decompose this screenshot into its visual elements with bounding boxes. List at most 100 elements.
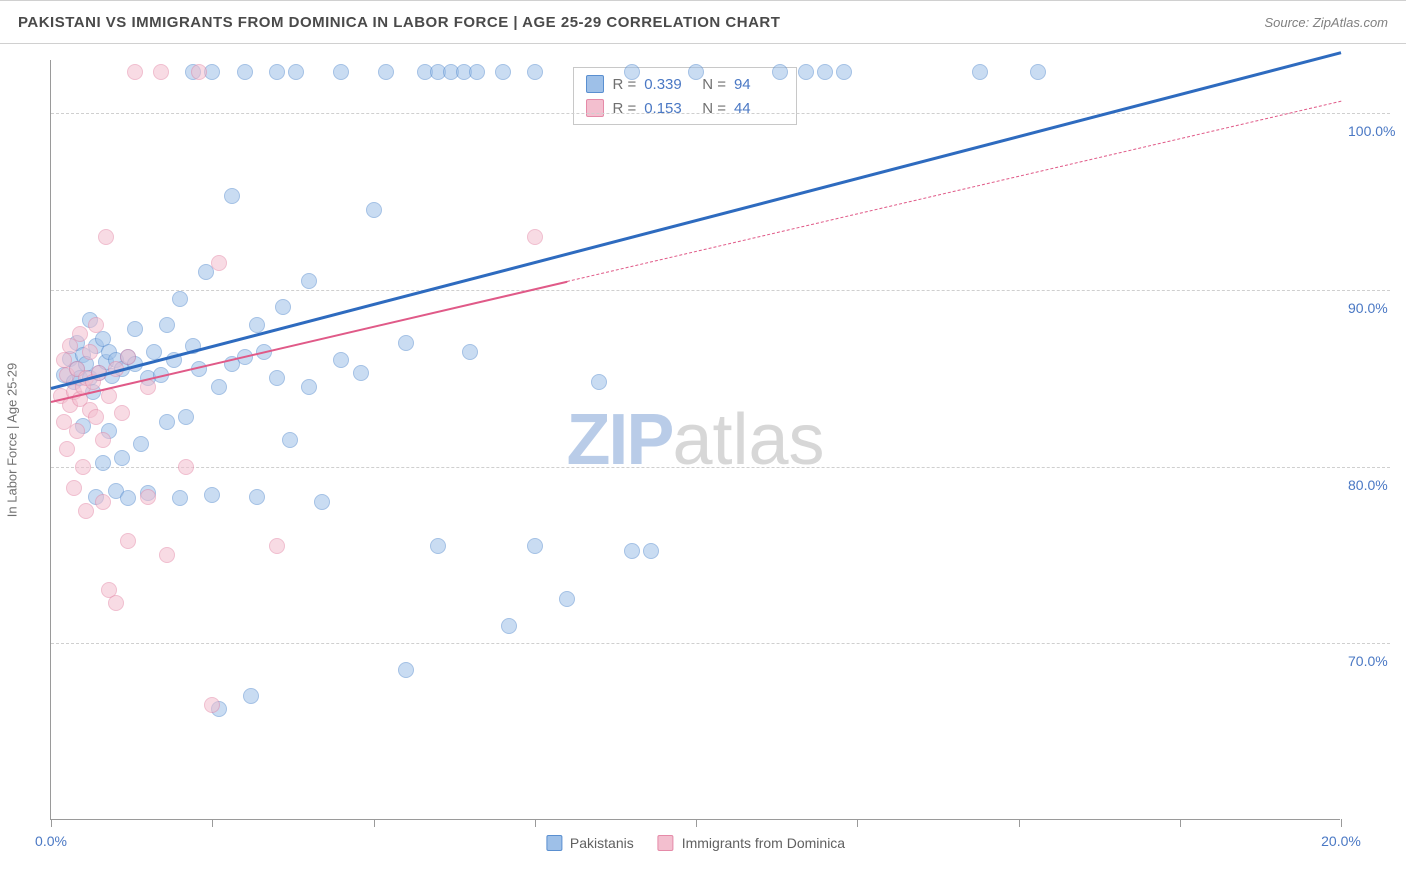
x-tick bbox=[374, 819, 375, 827]
scatter-point-pakistanis bbox=[972, 64, 988, 80]
x-tick-label: 0.0% bbox=[35, 833, 67, 849]
scatter-point-dominica bbox=[66, 480, 82, 496]
scatter-point-pakistanis bbox=[817, 64, 833, 80]
scatter-point-dominica bbox=[178, 459, 194, 475]
scatter-point-pakistanis bbox=[243, 688, 259, 704]
scatter-point-dominica bbox=[69, 423, 85, 439]
scatter-point-dominica bbox=[108, 595, 124, 611]
scatter-point-pakistanis bbox=[249, 489, 265, 505]
gridline bbox=[51, 643, 1390, 644]
scatter-point-pakistanis bbox=[282, 432, 298, 448]
scatter-point-pakistanis bbox=[591, 374, 607, 390]
scatter-point-pakistanis bbox=[159, 317, 175, 333]
scatter-point-pakistanis bbox=[527, 538, 543, 554]
scatter-point-pakistanis bbox=[688, 64, 704, 80]
scatter-point-pakistanis bbox=[501, 618, 517, 634]
gridline bbox=[51, 113, 1390, 114]
x-tick bbox=[1180, 819, 1181, 827]
scatter-point-pakistanis bbox=[172, 291, 188, 307]
scatter-point-dominica bbox=[75, 459, 91, 475]
scatter-point-pakistanis bbox=[269, 64, 285, 80]
scatter-point-pakistanis bbox=[624, 64, 640, 80]
scatter-point-pakistanis bbox=[378, 64, 394, 80]
scatter-point-pakistanis bbox=[178, 409, 194, 425]
scatter-point-dominica bbox=[120, 349, 136, 365]
scatter-point-pakistanis bbox=[527, 64, 543, 80]
scatter-point-pakistanis bbox=[275, 299, 291, 315]
scatter-point-dominica bbox=[127, 64, 143, 80]
scatter-point-pakistanis bbox=[127, 321, 143, 337]
scatter-point-pakistanis bbox=[430, 538, 446, 554]
legend-swatch bbox=[546, 835, 562, 851]
trend-line bbox=[567, 101, 1341, 282]
scatter-point-pakistanis bbox=[643, 543, 659, 559]
scatter-point-dominica bbox=[153, 64, 169, 80]
legend-item: Immigrants from Dominica bbox=[658, 835, 845, 851]
correlation-legend: R =0.339N =94R =0.153N =44 bbox=[573, 67, 797, 125]
y-tick-label: 90.0% bbox=[1348, 300, 1400, 316]
watermark-part2: atlas bbox=[672, 400, 824, 480]
x-tick bbox=[535, 819, 536, 827]
scatter-point-pakistanis bbox=[495, 64, 511, 80]
scatter-point-pakistanis bbox=[353, 365, 369, 381]
y-tick-label: 100.0% bbox=[1348, 123, 1400, 139]
scatter-point-pakistanis bbox=[559, 591, 575, 607]
watermark: ZIPatlas bbox=[566, 399, 824, 481]
scatter-point-pakistanis bbox=[204, 487, 220, 503]
gridline bbox=[51, 467, 1390, 468]
plot-area: ZIPatlas R =0.339N =94R =0.153N =44 Paki… bbox=[50, 60, 1340, 820]
scatter-point-dominica bbox=[120, 533, 136, 549]
scatter-point-dominica bbox=[269, 538, 285, 554]
legend-label: Pakistanis bbox=[570, 835, 634, 851]
scatter-point-dominica bbox=[88, 317, 104, 333]
x-tick bbox=[51, 819, 52, 827]
scatter-point-pakistanis bbox=[1030, 64, 1046, 80]
series-legend: Pakistanis Immigrants from Dominica bbox=[546, 835, 845, 851]
scatter-point-dominica bbox=[72, 326, 88, 342]
scatter-point-pakistanis bbox=[120, 490, 136, 506]
r-value: 0.339 bbox=[644, 76, 694, 93]
legend-item: Pakistanis bbox=[546, 835, 634, 851]
scatter-point-pakistanis bbox=[398, 335, 414, 351]
x-tick bbox=[857, 819, 858, 827]
scatter-point-pakistanis bbox=[114, 450, 130, 466]
scatter-point-pakistanis bbox=[172, 490, 188, 506]
scatter-point-pakistanis bbox=[398, 662, 414, 678]
chart-container: PAKISTANI VS IMMIGRANTS FROM DOMINICA IN… bbox=[0, 0, 1406, 892]
x-tick bbox=[1019, 819, 1020, 827]
scatter-point-pakistanis bbox=[366, 202, 382, 218]
scatter-point-pakistanis bbox=[95, 455, 111, 471]
scatter-point-pakistanis bbox=[314, 494, 330, 510]
scatter-point-dominica bbox=[204, 697, 220, 713]
legend-swatch bbox=[658, 835, 674, 851]
legend-label: Immigrants from Dominica bbox=[682, 835, 845, 851]
scatter-point-pakistanis bbox=[269, 370, 285, 386]
gridline bbox=[51, 290, 1390, 291]
scatter-point-pakistanis bbox=[301, 379, 317, 395]
correlation-row-pakistanis: R =0.339N =94 bbox=[574, 72, 796, 96]
scatter-point-pakistanis bbox=[462, 344, 478, 360]
scatter-point-pakistanis bbox=[159, 414, 175, 430]
scatter-point-dominica bbox=[78, 503, 94, 519]
title-bar: PAKISTANI VS IMMIGRANTS FROM DOMINICA IN… bbox=[0, 0, 1406, 44]
x-tick bbox=[212, 819, 213, 827]
scatter-point-dominica bbox=[82, 344, 98, 360]
scatter-point-pakistanis bbox=[469, 64, 485, 80]
scatter-point-pakistanis bbox=[133, 436, 149, 452]
scatter-point-dominica bbox=[98, 229, 114, 245]
scatter-point-pakistanis bbox=[211, 379, 227, 395]
scatter-point-pakistanis bbox=[836, 64, 852, 80]
scatter-point-pakistanis bbox=[237, 64, 253, 80]
scatter-point-dominica bbox=[95, 494, 111, 510]
scatter-point-dominica bbox=[140, 489, 156, 505]
n-label: N = bbox=[702, 76, 726, 93]
scatter-point-dominica bbox=[527, 229, 543, 245]
scatter-point-dominica bbox=[114, 405, 130, 421]
scatter-point-dominica bbox=[95, 432, 111, 448]
chart-title: PAKISTANI VS IMMIGRANTS FROM DOMINICA IN… bbox=[18, 14, 780, 31]
legend-swatch bbox=[586, 75, 604, 93]
scatter-point-dominica bbox=[159, 547, 175, 563]
scatter-point-pakistanis bbox=[798, 64, 814, 80]
legend-swatch bbox=[586, 99, 604, 117]
correlation-row-dominica: R =0.153N =44 bbox=[574, 96, 796, 120]
